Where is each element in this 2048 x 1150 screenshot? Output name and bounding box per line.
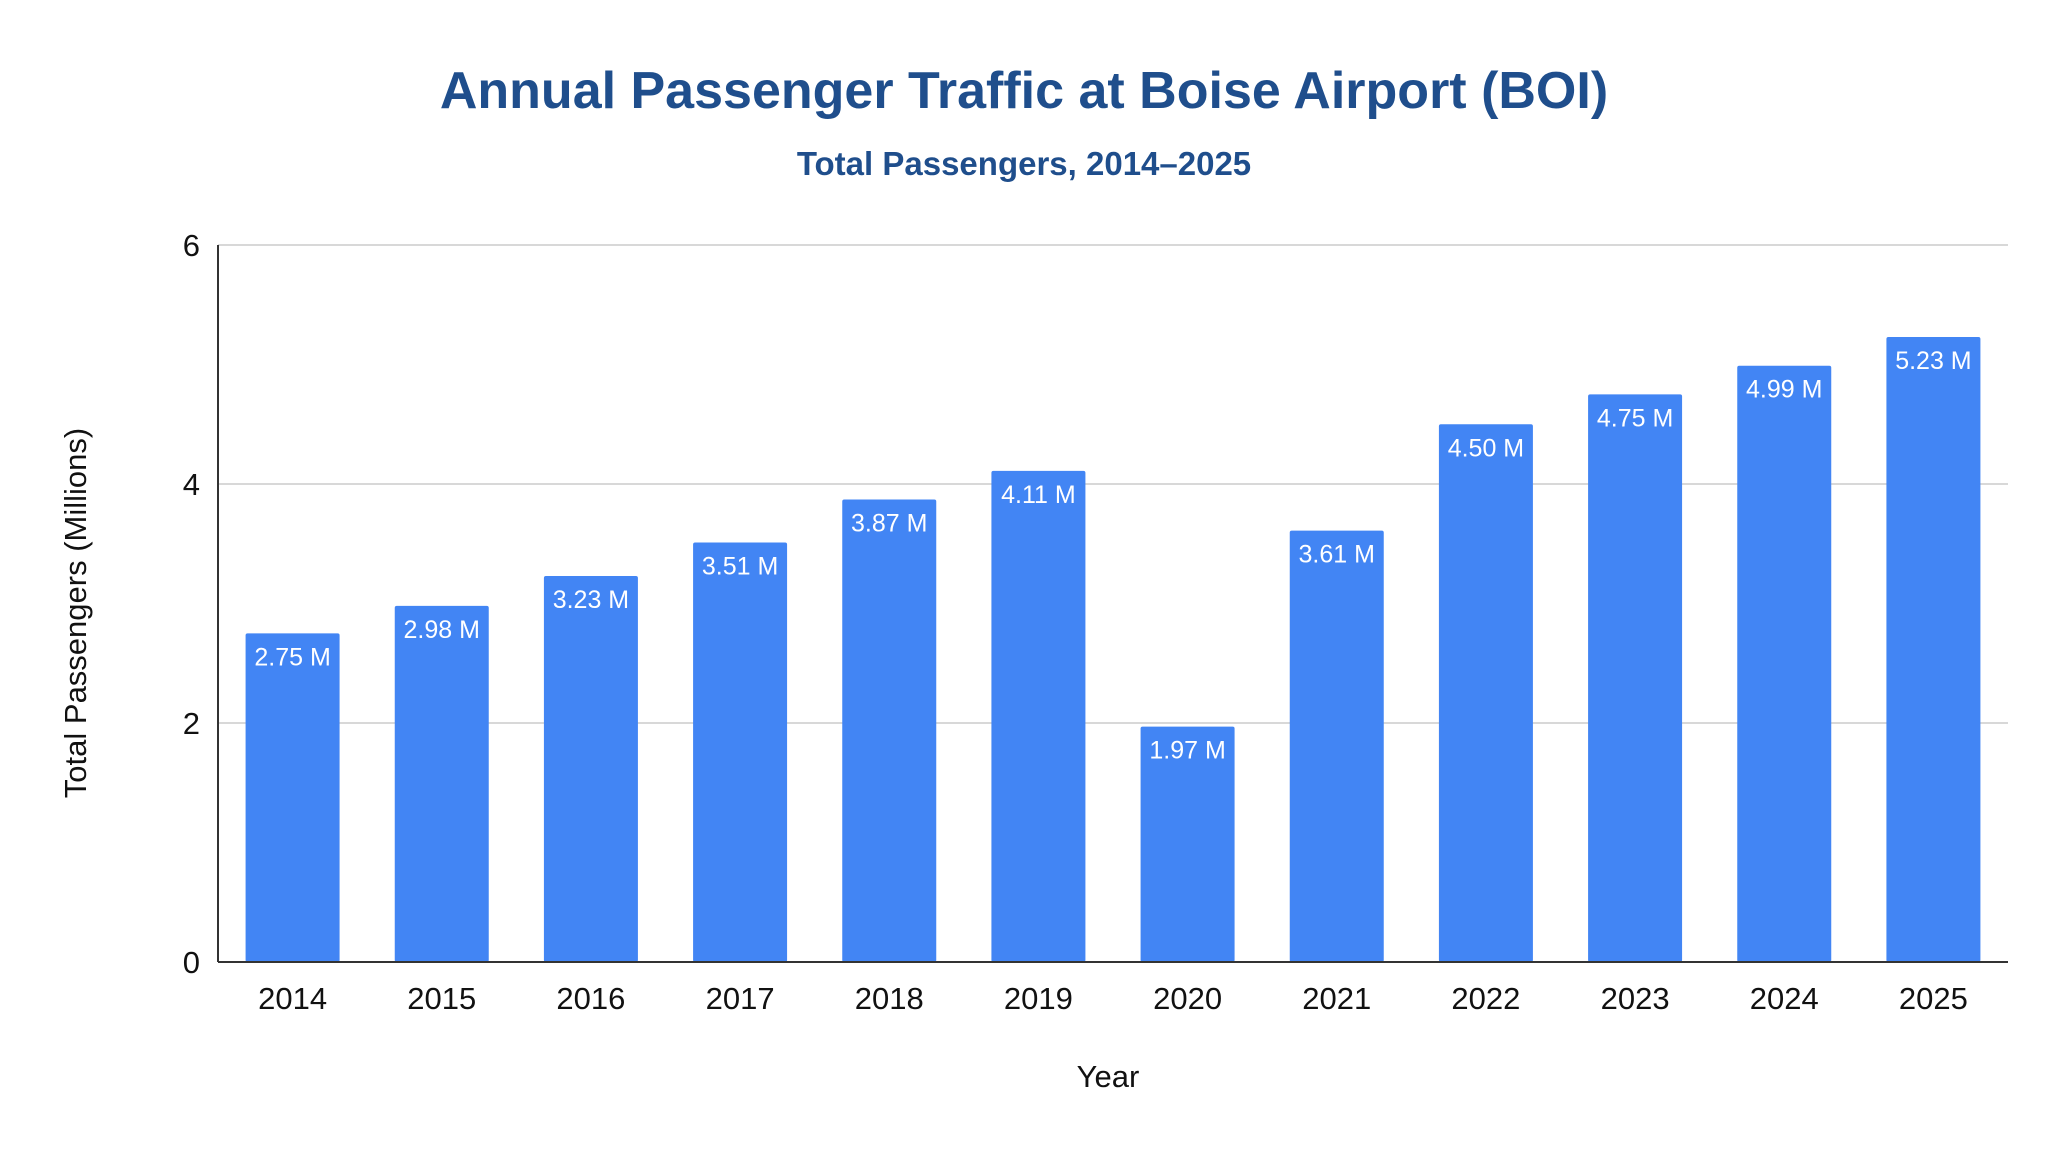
data-label-2014: 2.75 M [254, 643, 330, 671]
tick-labels: 0 2 4 6 2014 2015 2016 2017 2018 2019 2020 2021 2022… [183, 228, 1968, 1016]
bar-2018 [842, 499, 937, 962]
bars: 2.75 M 2.98 M 3.23 M 3.51 M 3.87 M 4.11 M 1.97… [245, 337, 1981, 962]
chart-subtitle: Total Passengers, 2014–2025 [797, 145, 1251, 182]
bar-2024 [1737, 365, 1832, 962]
x-tick-label-2021: 2021 [1302, 981, 1371, 1016]
data-label-2021: 3.61 M [1299, 541, 1375, 569]
data-label-2017: 3.51 M [702, 553, 778, 581]
y-tick-label: 4 [183, 467, 200, 502]
x-tick-label-2017: 2017 [706, 981, 775, 1016]
y-tick-label: 6 [183, 228, 200, 263]
data-label-2016: 3.23 M [553, 586, 629, 614]
data-label-2019: 4.11 M [1001, 481, 1076, 509]
x-axis-title: Year [1077, 1059, 1140, 1094]
axes [217, 245, 2008, 963]
y-tick-label: 0 [183, 945, 200, 980]
gridlines [218, 244, 2008, 724]
data-label-2018: 3.87 M [851, 510, 927, 538]
x-tick-label-2015: 2015 [407, 981, 476, 1016]
y-axis-title: Total Passengers (Millions) [58, 428, 93, 798]
y-tick-label: 2 [183, 706, 200, 741]
data-label-2022: 4.50 M [1448, 434, 1524, 462]
data-label-2025: 5.23 M [1895, 347, 1971, 375]
x-tick-label-2019: 2019 [1004, 981, 1073, 1016]
bar-2025 [1886, 337, 1981, 962]
x-tick-label-2018: 2018 [855, 981, 924, 1016]
bar-2014 [245, 633, 340, 962]
bar-2022 [1438, 424, 1533, 962]
bar-2016 [543, 576, 638, 962]
bar-2017 [693, 542, 788, 962]
x-tick-label-2023: 2023 [1601, 981, 1670, 1016]
x-tick-label-2025: 2025 [1899, 981, 1968, 1016]
bar-2015 [394, 605, 489, 962]
x-tick-label-2020: 2020 [1153, 981, 1222, 1016]
data-label-2024: 4.99 M [1746, 376, 1822, 404]
bar-2023 [1588, 394, 1683, 962]
data-label-2023: 4.75 M [1597, 404, 1673, 432]
data-label-2020: 1.97 M [1149, 737, 1225, 765]
x-tick-label-2014: 2014 [258, 981, 327, 1016]
chart-title: Annual Passenger Traffic at Boise Airpor… [440, 62, 1608, 120]
data-label-2015: 2.98 M [404, 616, 480, 644]
bar-2021 [1289, 530, 1384, 962]
bar-2019 [991, 470, 1086, 962]
x-tick-label-2022: 2022 [1451, 981, 1520, 1016]
x-tick-label-2024: 2024 [1750, 981, 1819, 1016]
bar-2020 [1140, 726, 1235, 962]
x-tick-label-2016: 2016 [556, 981, 625, 1016]
